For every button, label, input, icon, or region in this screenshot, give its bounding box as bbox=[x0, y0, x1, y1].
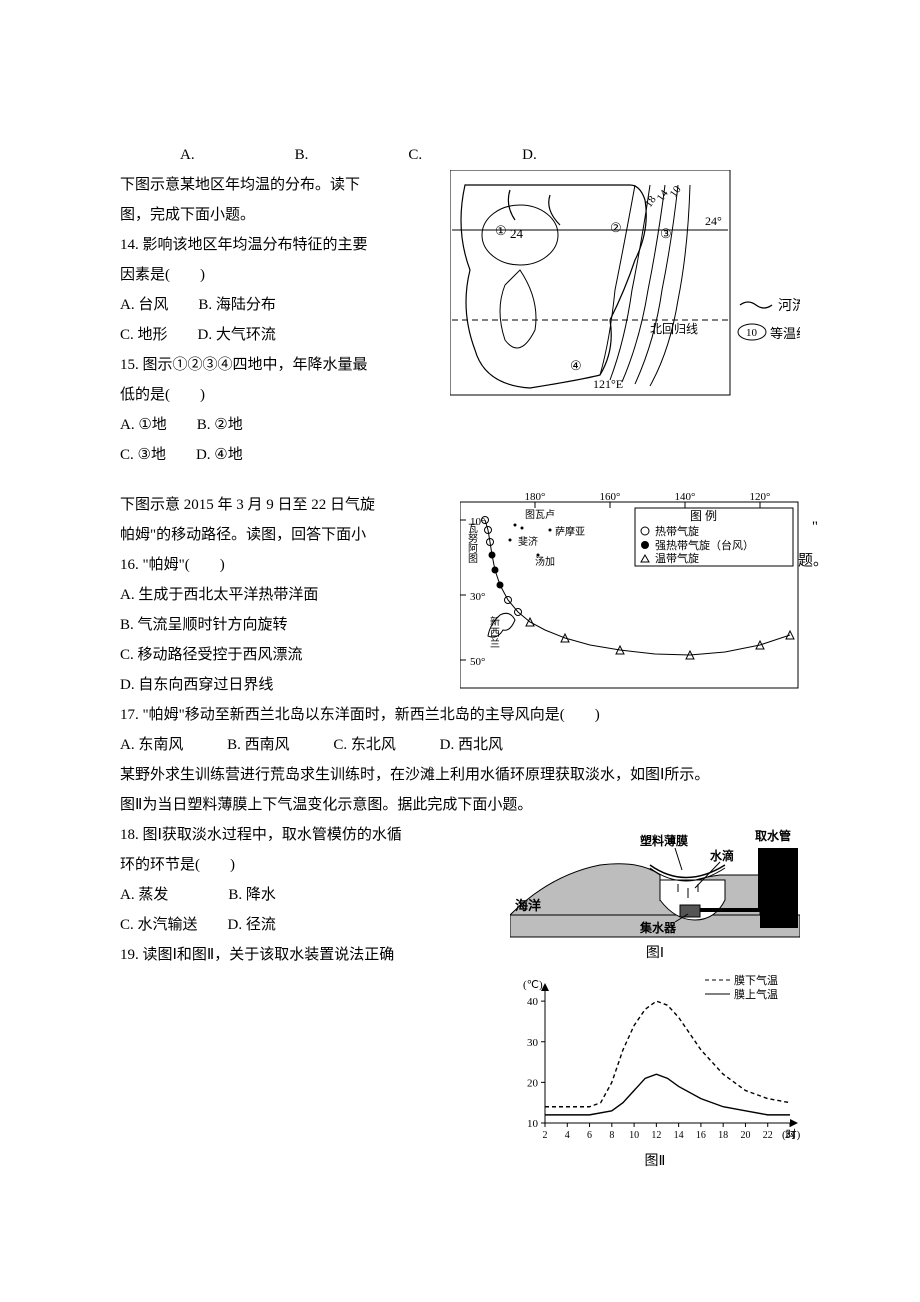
isotherm-map: 24 24° 10 14 18 ① ② ③ ④ 北回归线 121°E 河流 10… bbox=[450, 170, 800, 400]
svg-text:20: 20 bbox=[527, 1077, 539, 1089]
q15-stem-2: 低的是( ) bbox=[120, 380, 440, 410]
temperature-chart: 10203040(℃)24681012141618202224(时)膜下气温膜上… bbox=[510, 968, 800, 1148]
svg-text:18: 18 bbox=[718, 1130, 728, 1141]
svg-text:120°: 120° bbox=[750, 491, 771, 503]
q14-stem-2: 因素是( ) bbox=[120, 260, 440, 290]
q17-d: D. 西北风 bbox=[440, 737, 503, 753]
svg-text:②: ② bbox=[610, 220, 622, 235]
q16-opt-d: D. 自东向西穿过日界线 bbox=[120, 670, 450, 700]
q15-options-cd: C. ③地 D. ④地 bbox=[120, 440, 440, 470]
fig-ii-caption: 图Ⅱ bbox=[645, 1148, 666, 1176]
option-c: C. bbox=[408, 140, 422, 170]
svg-text:180°: 180° bbox=[525, 491, 546, 503]
q16-opt-a: A. 生成于西北太平洋热带洋面 bbox=[120, 580, 450, 610]
svg-text:8: 8 bbox=[609, 1130, 614, 1141]
svg-text:水滴: 水滴 bbox=[710, 848, 734, 863]
svg-text:图: 图 bbox=[468, 553, 478, 565]
svg-text:北回归线: 北回归线 bbox=[650, 322, 698, 336]
q14-q15-block: 下图示意某地区年均温的分布。读下 图，完成下面小题。 14. 影响该地区年均温分… bbox=[120, 170, 800, 470]
q14-options-ab: A. 台风 B. 海陆分布 bbox=[120, 290, 440, 320]
q16-intro: 下图示意 2015 年 3 月 9 日至 22 日气旋 bbox=[120, 490, 450, 520]
fig-i-caption: 图Ⅰ bbox=[646, 940, 664, 968]
q15-options-ab: A. ①地 B. ②地 bbox=[120, 410, 440, 440]
svg-text:140°: 140° bbox=[675, 491, 696, 503]
q17-stem: 17. "帕姆"移动至新西兰北岛以东洋面时，新西兰北岛的主导风向是( ) bbox=[120, 700, 800, 730]
svg-text:兰: 兰 bbox=[490, 637, 500, 650]
svg-text:热带气旋: 热带气旋 bbox=[655, 524, 699, 538]
option-a: A. bbox=[180, 140, 195, 170]
q17-b: B. 西南风 bbox=[227, 737, 290, 753]
q16-tail: 题。 bbox=[798, 546, 828, 576]
svg-text:萨摩亚: 萨摩亚 bbox=[555, 525, 585, 538]
q17-options: A. 东南风 B. 西南风 C. 东北风 D. 西北风 bbox=[120, 730, 800, 760]
svg-text:温带气旋: 温带气旋 bbox=[655, 551, 699, 565]
svg-text:图瓦卢: 图瓦卢 bbox=[525, 508, 555, 521]
q14-intro-2: 图，完成下面小题。 bbox=[120, 200, 440, 230]
svg-text:④: ④ bbox=[570, 358, 582, 373]
svg-text:集水器: 集水器 bbox=[639, 920, 677, 935]
q14-stem: 14. 影响该地区年均温分布特征的主要 bbox=[120, 230, 440, 260]
svg-text:6: 6 bbox=[587, 1130, 592, 1141]
svg-text:22: 22 bbox=[763, 1130, 773, 1141]
q18-intro-1: 某野外求生训练营进行荒岛求生训练时，在沙滩上利用水循环原理获取淡水，如图Ⅰ所示。 bbox=[120, 760, 800, 790]
svg-text:图 例: 图 例 bbox=[690, 509, 717, 523]
svg-text:汤加: 汤加 bbox=[535, 555, 555, 568]
q17-c: C. 东北风 bbox=[333, 737, 396, 753]
svg-text:①: ① bbox=[495, 223, 507, 238]
svg-text:(℃): (℃) bbox=[523, 979, 543, 991]
svg-text:14: 14 bbox=[674, 1130, 684, 1141]
svg-text:膜上气温: 膜上气温 bbox=[734, 987, 778, 1001]
svg-text:10: 10 bbox=[746, 327, 758, 339]
svg-text:16: 16 bbox=[696, 1130, 706, 1141]
svg-text:海洋: 海洋 bbox=[515, 898, 541, 913]
svg-text:12: 12 bbox=[651, 1130, 661, 1141]
freshwater-device: 海洋 塑料薄膜 水滴 集水器 取水管 bbox=[510, 820, 800, 940]
svg-text:膜下气温: 膜下气温 bbox=[734, 973, 778, 987]
svg-text:30: 30 bbox=[527, 1037, 539, 1049]
quote-right: " bbox=[812, 512, 818, 542]
svg-text:24: 24 bbox=[510, 226, 524, 241]
svg-text:160°: 160° bbox=[600, 491, 621, 503]
abcd-header: A. B. C. D. bbox=[120, 140, 800, 170]
q14-intro: 下图示意某地区年均温的分布。读下 bbox=[120, 170, 440, 200]
svg-text:10: 10 bbox=[629, 1130, 639, 1141]
cyclone-map: 180° 160° 140° 120° 10° 30° 50° 图 例 热带气 bbox=[460, 490, 800, 690]
q16-stem: 16. "帕姆"( ) bbox=[120, 550, 450, 580]
q16-intro-2: 帕姆"的移动路径。读图，回答下面小 bbox=[120, 520, 450, 550]
svg-text:24°: 24° bbox=[705, 214, 722, 228]
svg-text:河流: 河流 bbox=[778, 298, 800, 314]
svg-text:10: 10 bbox=[527, 1118, 539, 1130]
svg-text:强热带气旋（台风）: 强热带气旋（台风） bbox=[655, 538, 754, 552]
svg-text:(时): (时) bbox=[782, 1128, 800, 1141]
svg-text:50°: 50° bbox=[470, 656, 485, 668]
q17-a: A. 东南风 bbox=[120, 737, 183, 753]
fig-i-ii-block: 海洋 塑料薄膜 水滴 集水器 取水管 图Ⅰ 10 20 30 40 (℃) 2 4 6 8 10 1… bbox=[510, 820, 800, 1176]
option-b: B. bbox=[295, 140, 309, 170]
svg-text:③: ③ bbox=[660, 226, 672, 241]
q16-opt-b: B. 气流呈顺时针方向旋转 bbox=[120, 610, 450, 640]
svg-text:取水管: 取水管 bbox=[755, 828, 791, 843]
q16-opt-c: C. 移动路径受控于西风漂流 bbox=[120, 640, 450, 670]
option-d: D. bbox=[522, 140, 537, 170]
q15-stem: 15. 图示①②③④四地中，年降水量最 bbox=[120, 350, 440, 380]
svg-text:30°: 30° bbox=[470, 591, 485, 603]
q16-q17-block: 下图示意 2015 年 3 月 9 日至 22 日气旋 帕姆"的移动路径。读图，… bbox=[120, 490, 800, 700]
svg-text:塑料薄膜: 塑料薄膜 bbox=[640, 833, 688, 848]
svg-text:121°E: 121°E bbox=[593, 377, 623, 391]
svg-text:40: 40 bbox=[527, 996, 539, 1008]
svg-text:2: 2 bbox=[543, 1130, 548, 1141]
svg-text:4: 4 bbox=[565, 1130, 570, 1141]
svg-text:等温线/℃: 等温线/℃ bbox=[770, 326, 800, 341]
svg-text:20: 20 bbox=[740, 1130, 750, 1141]
q14-options-cd: C. 地形 D. 大气环流 bbox=[120, 320, 440, 350]
svg-text:斐济: 斐济 bbox=[518, 535, 538, 548]
q18-intro-2: 图Ⅱ为当日塑料薄膜上下气温变化示意图。据此完成下面小题。 bbox=[120, 790, 800, 820]
